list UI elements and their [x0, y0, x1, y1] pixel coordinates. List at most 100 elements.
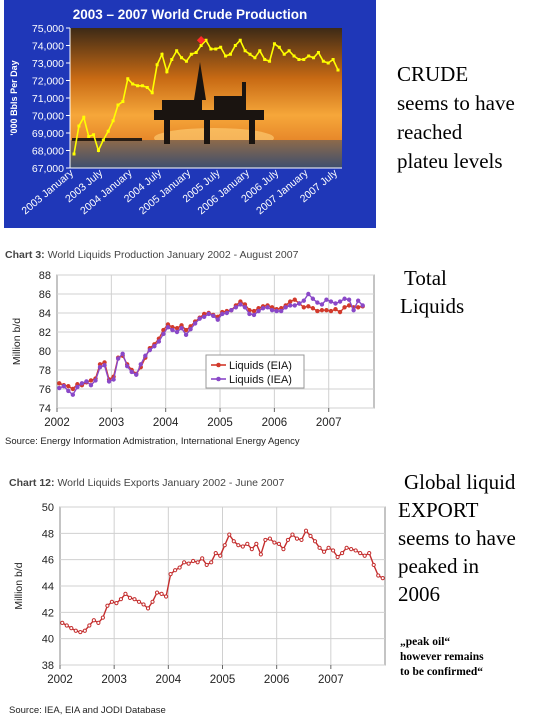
- exports-point: [258, 552, 263, 557]
- exports-point: [100, 615, 105, 620]
- exports-point: [236, 543, 241, 548]
- exports-point: [177, 565, 182, 570]
- crude-title: 2003 – 2007 World Crude Production: [73, 7, 308, 22]
- exports-point: [204, 562, 209, 568]
- horizon-land: [72, 138, 142, 141]
- liquids-legend-box: [205, 354, 305, 389]
- liquids-x-tick-label: 2003: [99, 417, 125, 429]
- exports-chart-heading: Chart 12: World Liquids Exports January …: [9, 477, 284, 489]
- crude-y-tick-label: 67,000: [32, 163, 64, 175]
- liquids-point: [138, 362, 143, 367]
- crude-y-tick-label: 70,000: [32, 111, 64, 123]
- liquids-point: [156, 339, 162, 344]
- crude-point: [145, 86, 149, 89]
- exports-point: [64, 623, 69, 628]
- liquids-y-tick-label: 86: [39, 289, 51, 301]
- exports-x-tick-label: 2004: [156, 674, 182, 686]
- liquids-point: [355, 298, 361, 303]
- exports-point: [154, 590, 160, 595]
- exports-source: Source: IEA, EIA and JODI Database: [9, 705, 166, 716]
- liquids-point: [174, 329, 180, 335]
- crude-point: [150, 91, 154, 95]
- platform-leg: [204, 120, 210, 144]
- crude-point: [233, 44, 237, 47]
- liquids-point: [288, 299, 293, 304]
- note-exports-line: seems to have: [398, 526, 516, 550]
- exports-point: [317, 545, 322, 550]
- exports-point: [281, 547, 286, 552]
- exports-point: [308, 533, 313, 539]
- liquids-point: [238, 302, 243, 307]
- exports-point: [267, 536, 272, 541]
- liquids-point: [170, 327, 175, 333]
- note-liquids: Total Liquids: [400, 264, 464, 320]
- exports-point: [353, 548, 358, 553]
- crude-y-tick-label: 74,000: [32, 41, 64, 53]
- liquids-legend-marker: [216, 376, 221, 382]
- exports-point: [141, 602, 146, 607]
- exports-point: [344, 545, 349, 550]
- exports-point: [200, 556, 205, 561]
- exports-point: [78, 629, 83, 635]
- exports-point: [290, 532, 295, 537]
- liquids-point: [201, 314, 207, 319]
- liquids-y-tick-label: 78: [39, 365, 51, 377]
- liquids-point: [79, 381, 85, 386]
- exports-point: [114, 601, 119, 606]
- liquids-point: [129, 369, 134, 375]
- platform-flare-stack: [242, 82, 246, 110]
- exports-x-tick-label: 2006: [264, 674, 290, 686]
- crude-y-tick-label: 68,000: [32, 146, 64, 158]
- exports-point: [272, 540, 277, 545]
- liquids-point: [115, 356, 121, 361]
- liquids-point: [288, 303, 293, 308]
- liquids-point: [66, 383, 71, 389]
- liquids-point: [337, 309, 343, 315]
- liquids-x-tick-label: 2005: [207, 417, 233, 429]
- liquids-point: [328, 299, 334, 304]
- liquids-point: [188, 326, 193, 332]
- crude-point: [106, 129, 110, 133]
- exports-y-tick-label: 40: [42, 634, 54, 646]
- liquids-point: [143, 353, 148, 358]
- liquids-source: Source: Energy Information Admistration,…: [5, 436, 300, 447]
- crude-point: [209, 47, 213, 51]
- liquids-point: [278, 308, 284, 314]
- crude-point: [336, 68, 340, 72]
- platform-module: [214, 96, 244, 110]
- exports-point: [182, 560, 187, 565]
- liquids-point: [197, 316, 202, 321]
- exports-point: [376, 573, 381, 578]
- exports-point: [249, 547, 254, 552]
- exports-point: [186, 561, 191, 566]
- exports-point: [145, 606, 151, 611]
- note-peak-line: „peak oil“: [400, 636, 451, 648]
- liquids-point: [57, 381, 62, 386]
- crude-point: [101, 138, 105, 142]
- crude-point: [126, 77, 130, 81]
- crude-y-tick-label: 69,000: [32, 128, 64, 140]
- crude-point: [243, 49, 247, 53]
- liquids-point: [88, 378, 94, 383]
- crude-point: [292, 54, 296, 58]
- note-exports: Global liquid EXPORT seems to have peake…: [398, 468, 516, 608]
- exports-point: [195, 560, 200, 565]
- exports-x-tick-label: 2002: [47, 674, 73, 686]
- exports-point: [294, 536, 300, 541]
- exports-point: [105, 603, 110, 608]
- liquids-point: [251, 308, 257, 314]
- crude-point: [258, 49, 262, 53]
- liquids-point: [360, 303, 365, 308]
- liquids-legend: Liquids (EIA) Liquids (IEA): [205, 354, 305, 389]
- liquids-point: [165, 325, 171, 330]
- liquids-point: [57, 385, 62, 391]
- liquids-y-tick-label: 76: [39, 384, 51, 396]
- liquids-point: [315, 308, 320, 314]
- crude-point: [248, 52, 252, 56]
- crude-point: [170, 58, 174, 61]
- liquids-point: [174, 326, 180, 331]
- liquids-point: [124, 364, 130, 369]
- liquids-point: [292, 303, 297, 308]
- crude-point: [253, 56, 257, 60]
- exports-point: [123, 591, 128, 597]
